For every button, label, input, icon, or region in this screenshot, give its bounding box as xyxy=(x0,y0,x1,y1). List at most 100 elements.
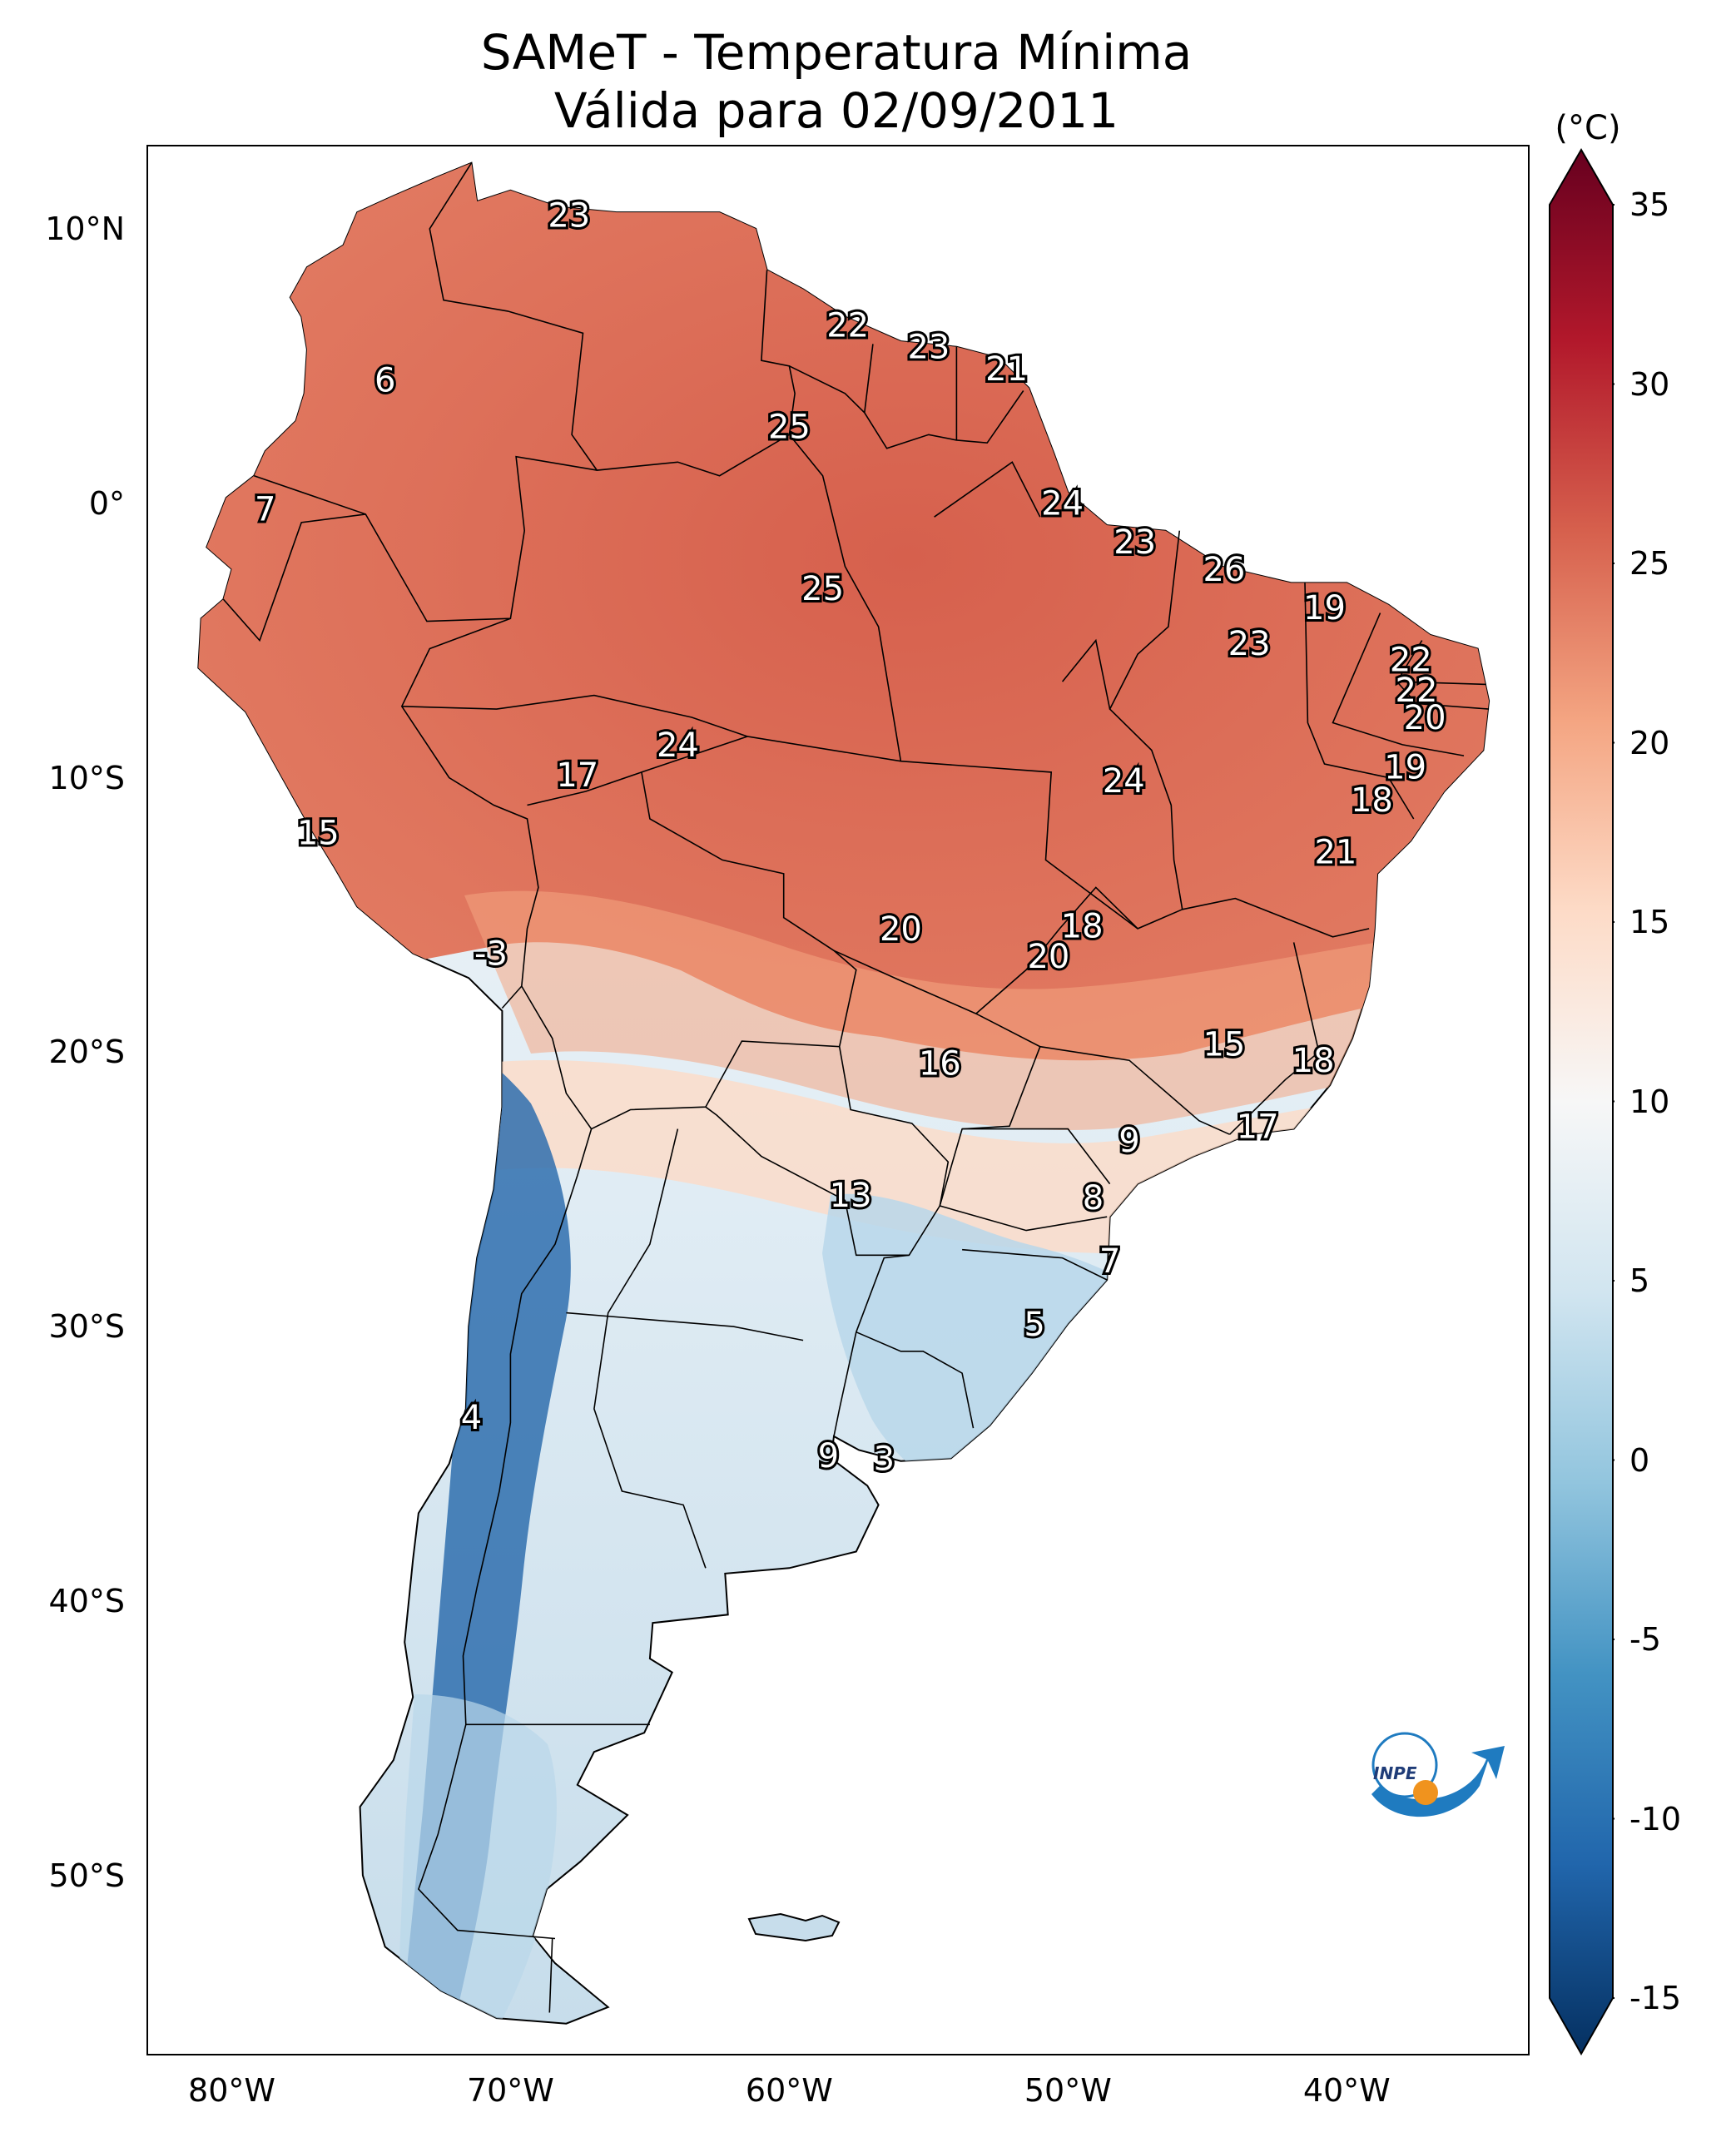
station-value-label: 7 xyxy=(255,490,275,528)
border-line xyxy=(1396,681,1490,710)
border-line xyxy=(939,1046,1041,1207)
station-value-label: 22 xyxy=(1390,642,1432,680)
border-line xyxy=(641,530,1183,930)
border-line xyxy=(856,1331,975,1429)
border-line xyxy=(940,1205,1108,1232)
border-line xyxy=(788,434,902,761)
station-value-label: 25 xyxy=(768,408,811,446)
colorbar-tick-label: -15 xyxy=(1629,1980,1682,2016)
latitude-tick-label: 0° xyxy=(88,484,125,522)
station-value-label: 16 xyxy=(919,1045,961,1083)
border-line xyxy=(1229,1051,1320,1135)
border-line xyxy=(1304,583,1415,820)
station-value-label: 21 xyxy=(985,350,1028,389)
colorbar-tick-label: 35 xyxy=(1629,186,1670,223)
station-value-label: 9 xyxy=(1118,1122,1139,1160)
station-value-label: 22 xyxy=(826,306,869,345)
colorbar-tick-label: 30 xyxy=(1629,365,1670,403)
colorbar xyxy=(1549,147,1614,2056)
station-value-label: 17 xyxy=(1237,1108,1279,1146)
colorbar-tick-label: 15 xyxy=(1629,904,1670,940)
map-title: SAMeT - Temperatura Mínima xyxy=(480,24,1193,81)
station-value-label: 17 xyxy=(556,756,598,795)
station-value-label: 8 xyxy=(1083,1179,1104,1217)
longitude-tick-label: 60°W xyxy=(745,2072,833,2109)
latitude-tick-label: 30°S xyxy=(48,1308,125,1346)
colorbar-tick-label: 5 xyxy=(1629,1262,1650,1299)
border-line xyxy=(548,1938,553,2013)
station-value-label: 6 xyxy=(374,361,395,399)
mild-region xyxy=(464,890,1490,1130)
border-line xyxy=(833,1331,857,1437)
border-line xyxy=(417,1128,593,1940)
border-line xyxy=(222,513,366,642)
border-line xyxy=(975,886,1138,1014)
longitude-tick-label: 50°W xyxy=(1024,2072,1112,2109)
border-line xyxy=(934,461,1041,518)
border-line xyxy=(864,344,874,413)
station-value-label: 23 xyxy=(1228,625,1271,663)
border-line xyxy=(1061,638,1111,710)
border-line xyxy=(1332,612,1465,756)
border-line xyxy=(789,365,1024,449)
station-value-label: 24 xyxy=(1041,485,1084,523)
station-value-label: 26 xyxy=(1203,551,1245,589)
border-line xyxy=(593,1128,707,1569)
border-line xyxy=(429,162,796,477)
inpe-logo: INPE xyxy=(1371,1732,1505,1817)
station-value-label: 15 xyxy=(297,815,340,853)
station-value-label: 18 xyxy=(1061,908,1104,946)
longitude-tick-label: 70°W xyxy=(466,2072,554,2109)
border-line xyxy=(1182,897,1370,938)
colorbar-tick-label: 0 xyxy=(1629,1441,1650,1479)
station-value-label: 19 xyxy=(1303,589,1346,627)
colorbar-scale xyxy=(1549,147,1614,2056)
border-line xyxy=(962,1128,1111,1185)
longitude-tick-label: 40°W xyxy=(1302,2072,1391,2109)
colorbar-tick-label: 10 xyxy=(1629,1083,1670,1120)
station-value-label: 13 xyxy=(830,1177,872,1215)
inpe-logo-text: INPE xyxy=(1373,1763,1417,1783)
border-line xyxy=(856,1254,910,1332)
patagonia-cool xyxy=(398,1694,557,2024)
border-line xyxy=(401,694,748,737)
station-value-label: 24 xyxy=(657,726,699,765)
colorbar-tick-label: -10 xyxy=(1629,1800,1682,1837)
station-value-label: 24 xyxy=(1103,762,1145,801)
station-value-label: 23 xyxy=(1114,523,1156,562)
station-value-label: 22 xyxy=(1396,672,1438,710)
station-value-label: 3 xyxy=(874,1440,895,1478)
colorbar-tick-label: 25 xyxy=(1629,545,1670,582)
station-value-label: -3 xyxy=(474,935,508,974)
station-value-label: 21 xyxy=(1314,834,1357,872)
latitude-tick-label: 10°N xyxy=(45,210,125,247)
station-value-label: 5 xyxy=(1024,1306,1044,1344)
latitude-tick-label: 10°S xyxy=(48,759,125,796)
border-line xyxy=(521,771,857,1130)
border-line xyxy=(400,617,539,1009)
falkland-islands xyxy=(747,1912,841,1942)
border-line xyxy=(566,1312,804,1341)
latitude-tick-label: 40°S xyxy=(48,1582,125,1619)
map-frame: 23 22 23 21 6 25 7 24 23 26 25 19 23 22 22 20 24 19 17 24 18… xyxy=(146,145,1530,2055)
longitude-tick-label: 80°W xyxy=(188,2072,275,2109)
station-value-label: 15 xyxy=(1203,1025,1245,1064)
latitude-tick-label: 20°S xyxy=(48,1034,125,1071)
map-subtitle: Válida para 02/09/2011 xyxy=(553,82,1119,139)
border-line xyxy=(962,1248,1108,1281)
station-value-label: 23 xyxy=(907,329,950,367)
colorbar-unit: (°C) xyxy=(1555,109,1621,147)
andes-cold xyxy=(373,995,571,2024)
station-value-label: 20 xyxy=(1027,938,1069,976)
colorbar-tick-label: 20 xyxy=(1629,724,1670,761)
colorbar-tick-label: -5 xyxy=(1629,1621,1661,1658)
station-value-label: 18 xyxy=(1351,781,1393,820)
country-borders xyxy=(222,162,1490,2013)
station-value-label: 9 xyxy=(818,1437,839,1475)
station-value-label: 23 xyxy=(548,196,590,235)
station-value-label: 7 xyxy=(1099,1242,1120,1281)
station-value-label: 25 xyxy=(801,570,844,608)
border-line xyxy=(1292,942,1320,1053)
